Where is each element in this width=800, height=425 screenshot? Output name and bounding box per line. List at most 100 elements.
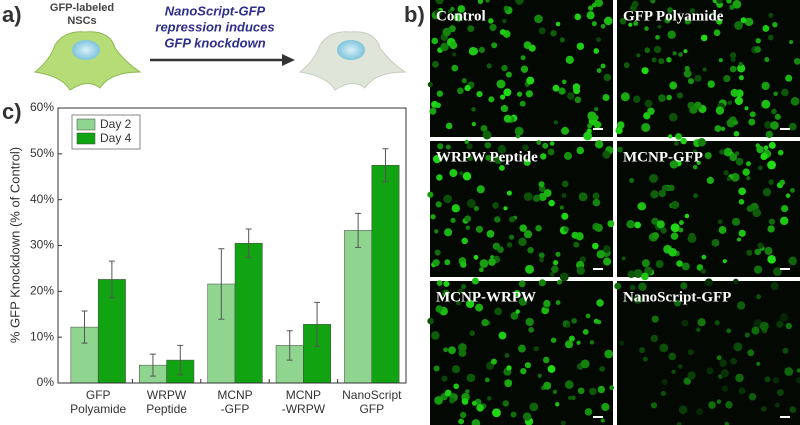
cell bbox=[621, 256, 626, 261]
error-bar bbox=[177, 344, 184, 376]
cell bbox=[550, 337, 557, 343]
cell bbox=[777, 149, 784, 156]
cell bbox=[733, 130, 740, 137]
cell bbox=[726, 118, 736, 128]
cell bbox=[492, 408, 501, 418]
error-bar bbox=[314, 301, 321, 347]
cell bbox=[716, 399, 722, 404]
cell bbox=[676, 260, 683, 267]
cell bbox=[785, 193, 791, 198]
cell bbox=[552, 389, 558, 395]
micrograph bbox=[430, 141, 613, 277]
cell bbox=[478, 267, 484, 273]
cell bbox=[659, 343, 669, 353]
image-label: MCNP-WRPW bbox=[436, 289, 536, 305]
cell bbox=[434, 396, 443, 405]
cell bbox=[683, 377, 691, 385]
cell bbox=[488, 96, 495, 103]
error-bar bbox=[218, 248, 225, 320]
cell bbox=[519, 100, 526, 107]
cell bbox=[593, 318, 599, 324]
cell bbox=[668, 247, 677, 257]
cell bbox=[602, 93, 610, 101]
y-axis-label: % GFP Knockdown (% of Control) bbox=[7, 147, 22, 343]
cell bbox=[585, 313, 591, 319]
cell bbox=[761, 81, 770, 91]
cell bbox=[430, 214, 436, 220]
cell bbox=[571, 395, 576, 401]
cell bbox=[757, 242, 764, 249]
cell bbox=[667, 30, 676, 39]
cell bbox=[462, 172, 472, 181]
cell bbox=[559, 37, 565, 43]
cell bbox=[515, 0, 524, 5]
cell bbox=[564, 380, 574, 389]
cell bbox=[756, 145, 764, 154]
cell bbox=[615, 126, 623, 135]
cell bbox=[466, 143, 473, 150]
cell bbox=[701, 254, 707, 260]
cell bbox=[765, 130, 773, 139]
cell bbox=[756, 294, 762, 300]
cell bbox=[589, 340, 595, 345]
cell bbox=[457, 5, 466, 13]
cell bbox=[650, 0, 656, 4]
cell bbox=[432, 60, 439, 68]
cell bbox=[500, 104, 509, 113]
cell bbox=[729, 52, 737, 59]
cell bbox=[773, 267, 782, 277]
cell bbox=[526, 76, 535, 85]
cell bbox=[683, 49, 688, 54]
cell bbox=[776, 389, 784, 397]
cell bbox=[504, 379, 513, 388]
cell bbox=[443, 347, 449, 353]
cell bbox=[504, 353, 510, 358]
cell bbox=[689, 8, 696, 14]
cell bbox=[697, 318, 706, 327]
cell bbox=[745, 161, 752, 167]
cell bbox=[774, 402, 780, 408]
cell bbox=[631, 0, 639, 8]
cell bbox=[523, 230, 533, 239]
bar bbox=[371, 165, 400, 384]
cell bbox=[559, 205, 564, 210]
cell bbox=[785, 74, 793, 82]
cell bbox=[768, 218, 775, 225]
cell bbox=[503, 206, 508, 211]
cell bbox=[436, 174, 443, 181]
x-tick-label: MCNP bbox=[217, 388, 252, 402]
cell bbox=[759, 321, 769, 331]
legend-label: Day 2 bbox=[100, 117, 132, 131]
cell bbox=[458, 349, 467, 357]
cell bbox=[444, 228, 453, 237]
cell bbox=[633, 294, 643, 304]
cell bbox=[658, 58, 665, 65]
cell bbox=[551, 265, 559, 274]
cell bbox=[592, 198, 601, 207]
cell bbox=[565, 55, 574, 64]
cell bbox=[528, 44, 536, 52]
cell bbox=[754, 46, 761, 53]
cell bbox=[596, 68, 602, 73]
cell bbox=[784, 367, 794, 376]
cell bbox=[623, 62, 630, 69]
cell bbox=[429, 107, 437, 115]
cell bbox=[721, 372, 727, 377]
cell bbox=[736, 64, 746, 73]
cell bbox=[519, 224, 527, 232]
cell bbox=[730, 172, 740, 182]
cell bbox=[757, 165, 763, 171]
cell bbox=[503, 5, 509, 11]
cell bbox=[738, 75, 744, 81]
cell bbox=[583, 131, 593, 141]
cell bbox=[687, 371, 696, 380]
cell bbox=[681, 319, 689, 327]
cell bbox=[733, 278, 739, 285]
cell bbox=[473, 206, 479, 212]
cell bbox=[726, 328, 732, 334]
cell bbox=[529, 402, 539, 412]
cell bbox=[453, 383, 460, 390]
cell bbox=[655, 260, 664, 268]
cell bbox=[553, 260, 559, 266]
